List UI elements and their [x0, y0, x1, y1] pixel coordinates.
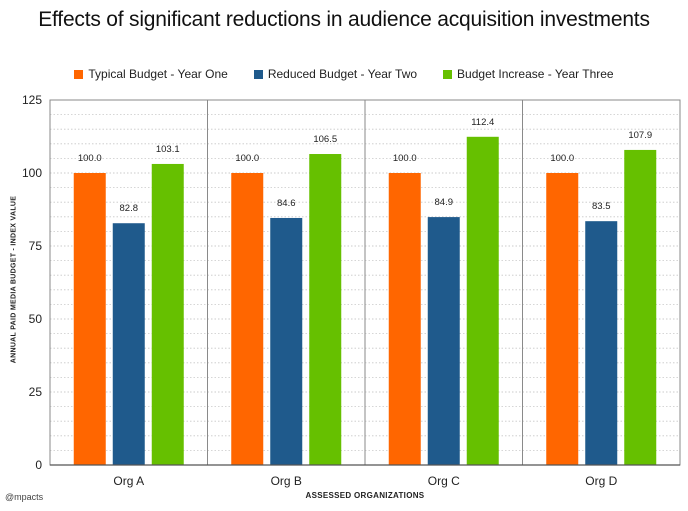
- bar: [112, 223, 145, 465]
- data-label: 84.6: [277, 198, 296, 209]
- x-tick-label: Org A: [113, 474, 144, 488]
- legend-label-year-two: Reduced Budget - Year Two: [267, 67, 418, 81]
- legend-label-year-three: Budget Increase - Year Three: [457, 67, 614, 81]
- bar: [270, 217, 303, 465]
- data-label: 100.0: [78, 153, 102, 164]
- bar: [585, 221, 618, 465]
- bar: [388, 173, 421, 465]
- bar: [624, 149, 657, 465]
- y-tick-label: 75: [29, 239, 43, 253]
- y-tick-label: 125: [22, 93, 42, 107]
- x-axis-label: ASSESSED ORGANIZATIONS: [305, 491, 425, 500]
- data-label: 103.1: [156, 144, 180, 155]
- y-tick-label: 0: [35, 458, 42, 472]
- bar: [231, 173, 264, 465]
- data-label: 100.0: [393, 153, 417, 164]
- credit-text: @mpacts: [5, 492, 44, 502]
- data-label: 83.5: [592, 201, 611, 212]
- bar: [151, 163, 184, 465]
- bar: [466, 136, 499, 466]
- legend-swatch-year-two: [253, 69, 263, 79]
- x-tick-label: Org D: [585, 474, 617, 488]
- chart-title: Effects of significant reductions in aud…: [38, 8, 650, 31]
- bar: [73, 173, 106, 465]
- legend-item-year-two: Reduced Budget - Year Two: [253, 67, 418, 81]
- legend-swatch-year-one: [74, 69, 84, 79]
- data-label: 82.8: [120, 203, 139, 214]
- bar: [309, 154, 342, 465]
- data-label: 106.5: [313, 134, 337, 145]
- data-label: 100.0: [550, 153, 574, 164]
- legend-item-year-one: Typical Budget - Year One: [74, 67, 228, 81]
- legend: Typical Budget - Year One Reduced Budget…: [0, 67, 688, 81]
- data-label: 112.4: [471, 117, 494, 128]
- data-label: 100.0: [235, 153, 259, 164]
- data-label: 107.9: [628, 130, 652, 141]
- x-tick-label: Org B: [271, 474, 302, 488]
- legend-label-year-one: Typical Budget - Year One: [88, 67, 228, 81]
- x-tick-label: Org C: [428, 474, 460, 488]
- legend-swatch-year-three: [443, 69, 453, 79]
- y-tick-label: 100: [22, 166, 42, 180]
- legend-item-year-three: Budget Increase - Year Three: [443, 67, 614, 81]
- y-tick-label: 25: [29, 385, 43, 399]
- data-label: 84.9: [435, 197, 454, 208]
- y-tick-label: 50: [29, 312, 43, 326]
- bar: [546, 173, 579, 465]
- bar: [427, 217, 460, 465]
